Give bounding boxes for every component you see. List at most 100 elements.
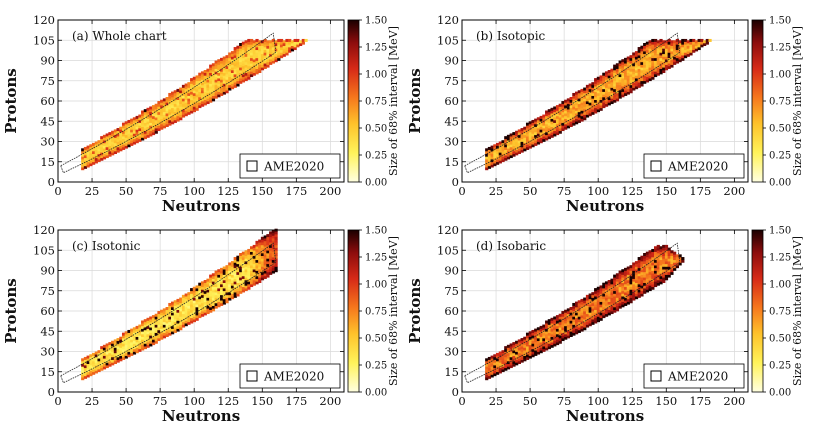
heat-cell (141, 342, 145, 346)
heat-cell (604, 79, 609, 83)
heat-cell (656, 43, 660, 46)
heat-cell (615, 286, 620, 290)
heat-cell (192, 313, 196, 317)
heat-cell (209, 67, 213, 71)
heat-cell (260, 67, 265, 71)
heat-cell (656, 45, 660, 49)
heat-cell (241, 74, 246, 78)
heat-cell (260, 236, 265, 240)
heat-cell (111, 351, 115, 355)
heat-cell (127, 343, 131, 347)
heat-cell (154, 313, 158, 317)
heat-cell (176, 304, 180, 308)
heat-cell (604, 74, 609, 78)
heat-cell (195, 285, 199, 289)
heat-cell (506, 142, 511, 146)
heat-cell (569, 328, 573, 332)
heat-cell (124, 126, 128, 130)
heat-cell (656, 59, 660, 63)
heat-cell (184, 307, 188, 310)
heat-cell (594, 110, 598, 114)
heat-cell (151, 320, 156, 324)
heat-cell (249, 254, 254, 258)
heat-cell (198, 309, 202, 313)
heat-cell (258, 56, 262, 60)
heat-cell (92, 352, 96, 356)
heat-cell (249, 41, 254, 45)
heat-cell (539, 137, 543, 141)
heat-cell (266, 266, 270, 270)
heat-cell (539, 339, 543, 343)
heat-cell (222, 88, 226, 92)
heat-cell (577, 98, 581, 102)
heat-cell (206, 84, 210, 88)
colorbar-tick-label: 0.25 (769, 361, 791, 372)
heat-cell (233, 259, 237, 263)
heat-cell (512, 134, 516, 138)
y-tick-label: 0 (48, 385, 55, 399)
heat-cell (643, 271, 647, 275)
heat-cell (220, 289, 224, 293)
heat-cell (640, 78, 644, 82)
heat-cell (528, 339, 532, 343)
heat-cell (220, 300, 224, 304)
heat-cell (176, 323, 180, 327)
heat-cell (575, 304, 579, 308)
heat-cell (653, 74, 658, 78)
heat-cell (613, 301, 617, 305)
heat-cell (664, 261, 669, 265)
heat-cell (168, 109, 172, 113)
heat-cell (662, 40, 666, 44)
heat-cell (285, 38, 289, 42)
heat-cell (640, 269, 644, 273)
heat-cell (648, 72, 652, 76)
heat-cell (187, 308, 191, 312)
heat-cell (206, 87, 210, 91)
heat-cell (545, 113, 549, 117)
heat-cell (506, 366, 511, 370)
heat-cell (171, 121, 175, 125)
heat-cell (585, 308, 590, 312)
heat-cell (547, 133, 551, 137)
heat-cell (487, 365, 492, 369)
heat-cell (632, 60, 636, 64)
heat-cell (113, 352, 117, 356)
heat-cell (659, 248, 663, 252)
heat-cell (653, 55, 658, 59)
heat-cell (594, 317, 598, 321)
heat-cell (575, 105, 579, 109)
heat-cell (531, 141, 535, 145)
heat-cell (637, 278, 641, 282)
heat-cell (577, 114, 581, 118)
heat-cell (214, 305, 218, 309)
heat-cell (629, 79, 633, 83)
heat-cell (610, 95, 614, 99)
heat-cell (542, 128, 546, 132)
heat-cell (143, 130, 147, 134)
heat-cell (255, 254, 259, 258)
heat-cell (285, 52, 289, 56)
heat-cell (222, 271, 226, 275)
heat-cell (181, 319, 186, 323)
heat-cell (643, 261, 647, 265)
heat-cell (83, 155, 88, 159)
heat-cell (602, 75, 606, 79)
heat-cell (97, 140, 101, 144)
heat-cell (263, 275, 267, 279)
heat-cell (629, 84, 633, 88)
heat-cell (249, 257, 254, 261)
heat-cell (588, 94, 592, 98)
heat-cell (534, 132, 538, 136)
colorbar-tick-label: 1.25 (769, 43, 791, 54)
heat-cell (151, 328, 156, 332)
heat-cell (116, 359, 120, 363)
heat-cell (203, 94, 207, 98)
heat-cell (637, 262, 641, 266)
heat-cell (162, 335, 167, 339)
heat-cell (580, 97, 584, 100)
heat-cell (610, 87, 614, 91)
heat-cell (583, 305, 587, 309)
heat-cell (198, 298, 202, 302)
heat-cell (539, 342, 543, 346)
heat-cell (203, 296, 207, 300)
